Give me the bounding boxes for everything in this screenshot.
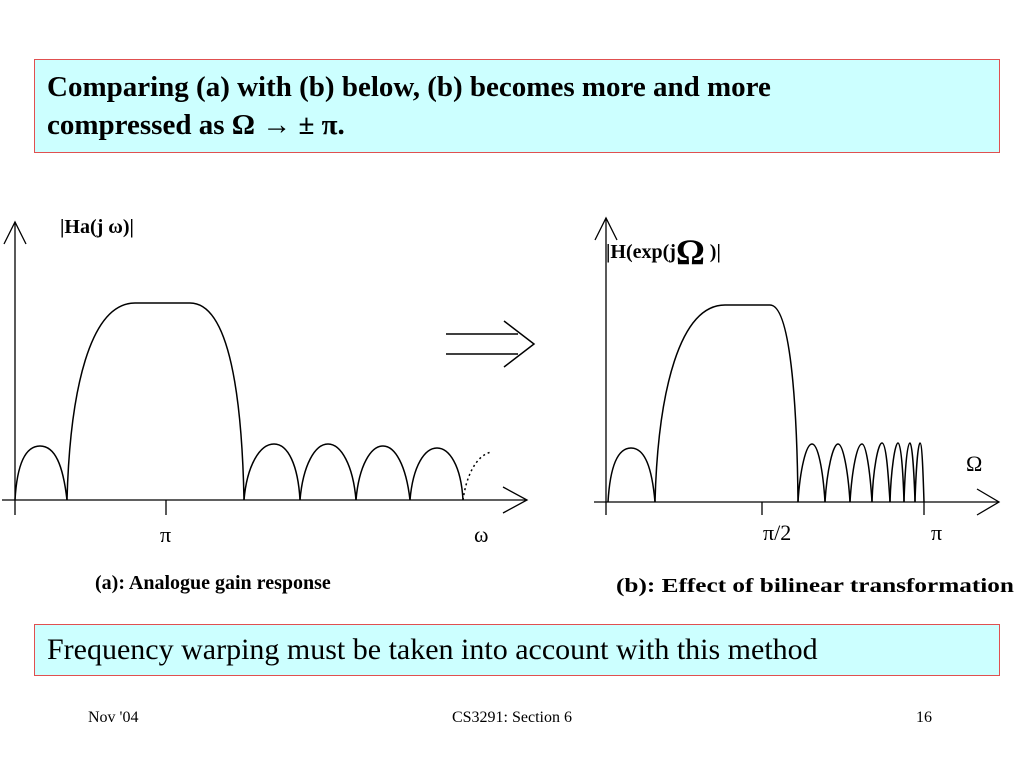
heading-box: Comparing (a) with (b) below, (b) become… [34, 59, 1000, 153]
panel-b-lobe-left [607, 447, 656, 503]
panel-b-curve [607, 304, 925, 503]
panel-a-y-arrow [3, 220, 27, 245]
panel-a-caption: (a): Analogue gain response [95, 572, 331, 594]
panel-a-tick-label-pi: π [160, 522, 171, 547]
panel-b-axes [594, 216, 1001, 516]
panel-a-ylabel: |Ha(j ω)| [60, 216, 134, 238]
panel-a-main-lobe [66, 302, 245, 501]
heading-math: Ω → ± π. [231, 109, 345, 141]
note-text: Frequency warping must be taken into acc… [47, 633, 818, 666]
panel-b-x-label: Ω [966, 451, 982, 476]
footer-page-number: 16 [916, 709, 932, 726]
panel-a-curve [14, 302, 492, 501]
panel-b-x-arrow [976, 488, 1001, 516]
panel-b-ylabel-omega: Ω [676, 232, 705, 272]
heading-line-2: compressed as Ω → ± π. [47, 106, 987, 144]
panel-b-ylabel: |H(exp(jΩ )| [606, 232, 721, 272]
panel-a-lobe-dotted [462, 451, 492, 501]
panel-b-lobe-4 [871, 442, 891, 503]
note-box: Frequency warping must be taken into acc… [34, 624, 1000, 676]
panel-b-tick-label-pi: π [931, 520, 942, 545]
panel-b-y-arrow [594, 216, 618, 241]
panel-b-main-lobe [654, 304, 799, 503]
panel-b-ylabel-suffix: )| [705, 241, 721, 263]
panel-b-lobe-1 [797, 443, 826, 503]
panel-b-lobe-2 [824, 443, 851, 503]
footer-date: Nov '04 [88, 709, 139, 726]
panel-a-lobe-1 [243, 443, 301, 501]
panel-b-lobe-3 [849, 443, 873, 503]
heading-line-1: Comparing (a) with (b) below, (b) become… [47, 71, 771, 103]
panel-b-tick-label-pi2: π/2 [763, 520, 791, 545]
panel-a-lobe-left [14, 445, 68, 501]
panel-a-lobe-4 [409, 447, 464, 501]
panel-a-lobe-3 [355, 445, 411, 501]
panel-a-x-label: ω [474, 522, 488, 547]
panel-b-lobe-7 [914, 442, 925, 503]
panel-b-caption: (b): Effect of bilinear transformation [616, 575, 1014, 597]
double-arrow-icon [446, 320, 536, 368]
footer-course: CS3291: Section 6 [451, 709, 572, 726]
panel-b-lobe-5 [889, 442, 905, 503]
panel-b-lobe-6 [903, 442, 916, 503]
panel-b-ylabel-prefix: |H(exp(j [606, 241, 676, 263]
panel-a-x-arrow [502, 486, 529, 514]
panel-a-axes [2, 220, 529, 515]
heading-line-2-text: compressed as [47, 109, 232, 141]
panel-a-lobe-2 [299, 443, 357, 501]
